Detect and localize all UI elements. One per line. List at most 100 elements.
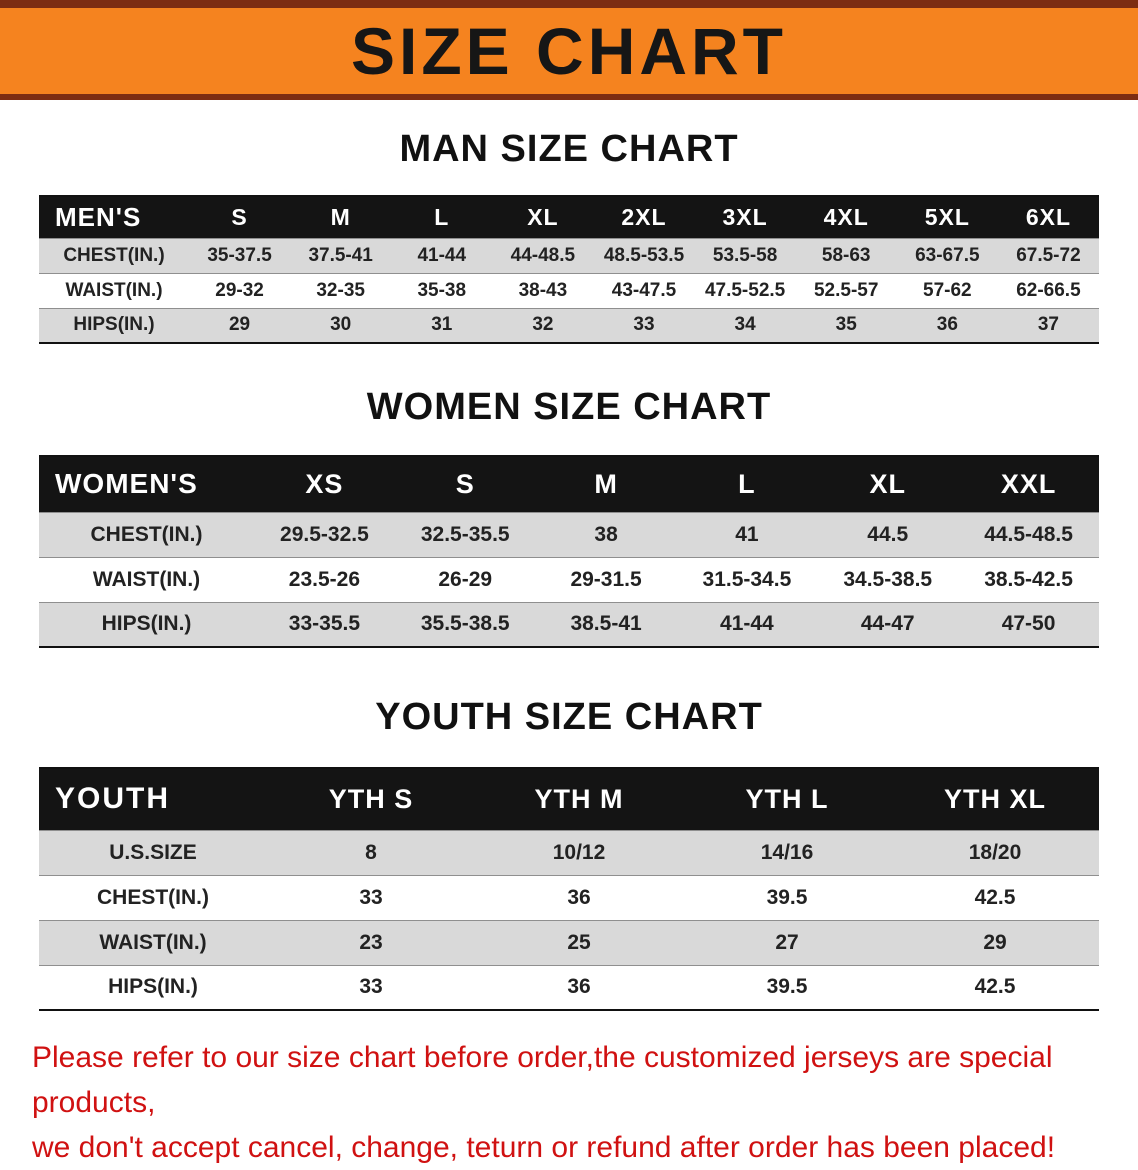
men-size-table: MEN'S S M L XL 2XL 3XL 4XL 5XL 6XL CHEST(IN.) 35-3…: [39, 195, 1099, 344]
table-row: CHEST(IN.) 35-37.5 37.5-41 41-44 44-48.5 48.5…: [39, 238, 1099, 273]
row-label: WAIST(IN.): [65, 279, 163, 301]
cell-value: 58-63: [821, 244, 871, 266]
cell-value: 25: [567, 930, 591, 954]
women-table-body: CHEST(IN.) 29.5-32.5 32.5-35.5 38 41 44.5 44.5…: [39, 512, 1099, 647]
cell-value: 32.5-35.5: [420, 522, 510, 546]
row-label: WAIST(IN.): [99, 930, 207, 954]
disclaimer-note: Please refer to our size chart before or…: [32, 1035, 1122, 1170]
table-row: CHEST(IN.) 29.5-32.5 32.5-35.5 38 41 44.5 44.5…: [39, 512, 1099, 557]
row-label: WAIST(IN.): [92, 567, 201, 591]
cell-value: 18/20: [968, 840, 1022, 864]
cell-value: 29: [228, 314, 251, 336]
cell-value: 30: [330, 314, 352, 336]
row-label: CHEST(IN.): [90, 522, 203, 546]
cell-value: 38.5-42.5: [984, 567, 1073, 591]
cell-value: 37: [1037, 314, 1059, 336]
column-header: YTH M: [475, 768, 683, 830]
cell-value: 36: [567, 885, 591, 909]
cell-value: 29-31.5: [570, 567, 642, 591]
cell-value: 48.5-53.5: [603, 244, 685, 266]
cell-value: 34: [734, 314, 756, 336]
cell-value: 57-62: [923, 279, 972, 301]
cell-value: 31.5-34.5: [702, 567, 792, 591]
banner-title: SIZE CHART: [351, 14, 787, 88]
column-header: YTH L: [683, 768, 891, 830]
table-corner-label: YOUTH: [39, 768, 267, 830]
cell-value: 8: [365, 840, 377, 864]
youth-header-row: YOUTH YTH S YTH M YTH L YTH XL: [39, 768, 1099, 830]
cell-value: 36: [936, 314, 958, 336]
cell-value: 44-47: [860, 612, 915, 636]
cell-value: 27: [775, 930, 799, 954]
column-header: 5XL: [896, 196, 998, 238]
cell-value: 62-66.5: [1016, 279, 1081, 301]
cell-value: 44.5: [867, 522, 909, 546]
cell-value: 35-37.5: [207, 244, 272, 266]
cell-value: 43-47.5: [611, 279, 677, 301]
cell-value: 29: [983, 930, 1007, 954]
cell-value: 29-32: [215, 279, 264, 301]
cell-value: 35.5-38.5: [420, 612, 510, 636]
women-size-section: WOMEN SIZE CHART WOMEN'S XS S M L XL XXL CHEST…: [0, 386, 1138, 648]
column-header: M: [290, 196, 392, 238]
cell-value: 38: [594, 522, 618, 546]
column-header: L: [391, 196, 493, 238]
cell-value: 39.5: [766, 975, 808, 999]
column-header: YTH S: [267, 768, 475, 830]
youth-section-title: YOUTH SIZE CHART: [375, 696, 763, 738]
column-header: XXL: [958, 456, 1099, 512]
women-size-table: WOMEN'S XS S M L XL XXL CHEST(IN.) 29.5-32.5 32.…: [39, 455, 1099, 648]
table-row: HIPS(IN.) 33-35.5 35.5-38.5 38.5-41 41-44 44-…: [39, 602, 1099, 647]
column-header: XL: [817, 456, 959, 512]
row-label: HIPS(IN.): [108, 975, 198, 999]
cell-value: 34.5-38.5: [843, 567, 933, 591]
column-header: XL: [492, 196, 594, 238]
cell-value: 44.5-48.5: [984, 522, 1073, 546]
men-size-section: MAN SIZE CHART MEN'S S M L XL 2XL 3XL 4XL 5XL 6XL…: [0, 128, 1138, 344]
table-row: HIPS(IN.) 33 36 39.5 42.5: [39, 965, 1099, 1010]
column-header: YTH XL: [891, 768, 1099, 830]
row-label: HIPS(IN.): [73, 314, 155, 336]
cell-value: 14/16: [760, 840, 814, 864]
men-table-body: CHEST(IN.) 35-37.5 37.5-41 41-44 44-48.5 48.5…: [39, 238, 1099, 343]
cell-value: 52.5-57: [813, 279, 879, 301]
cell-value: 26-29: [438, 567, 493, 591]
table-corner-label: MEN'S: [39, 196, 189, 238]
disclaimer-line-1: Please refer to our size chart before or…: [32, 1041, 1053, 1119]
table-row: CHEST(IN.) 33 36 39.5 42.5: [39, 875, 1099, 920]
cell-value: 35: [835, 314, 857, 336]
table-row: WAIST(IN.) 29-32 32-35 35-38 38-43 43-47.5 47.…: [39, 273, 1099, 308]
cell-value: 35-38: [417, 279, 467, 301]
row-label: CHEST(IN.): [97, 885, 209, 909]
cell-value: 41-44: [720, 612, 774, 636]
youth-table-body: U.S.SIZE 8 10/12 14/16 18/20 CHEST(IN.) 33 36 39…: [39, 830, 1099, 1010]
column-header: 2XL: [593, 196, 695, 238]
cell-value: 39.5: [766, 885, 808, 909]
cell-value: 53.5-58: [712, 244, 778, 266]
cell-value: 10/12: [552, 840, 606, 864]
column-header: S: [189, 196, 291, 238]
cell-value: 23: [359, 930, 383, 954]
row-label: HIPS(IN.): [101, 612, 192, 636]
youth-size-section: YOUTH SIZE CHART YOUTH YTH S YTH M YTH L YTH…: [0, 696, 1138, 1011]
cell-value: 41: [735, 522, 759, 546]
column-header: 6XL: [997, 196, 1099, 238]
cell-value: 38.5-41: [570, 612, 642, 636]
row-label: CHEST(IN.): [63, 244, 165, 266]
table-row: U.S.SIZE 8 10/12 14/16 18/20: [39, 830, 1099, 875]
cell-value: 36: [567, 975, 591, 999]
cell-value: 42.5: [974, 975, 1016, 999]
table-corner-label: WOMEN'S: [39, 456, 254, 512]
men-section-title: MAN SIZE CHART: [399, 128, 739, 170]
cell-value: 38-43: [518, 279, 568, 301]
women-section-title: WOMEN SIZE CHART: [366, 386, 772, 428]
column-header: M: [535, 456, 677, 512]
table-row: HIPS(IN.) 29 30 31 32 33 34 35 36 37: [39, 308, 1099, 343]
cell-value: 33: [359, 885, 383, 909]
table-row: WAIST(IN.) 23.5-26 26-29 29-31.5 31.5-34.5 34…: [39, 557, 1099, 602]
banner: SIZE CHART: [0, 0, 1138, 100]
women-header-row: WOMEN'S XS S M L XL XXL: [39, 456, 1099, 512]
cell-value: 32: [532, 314, 554, 336]
table-row: WAIST(IN.) 23 25 27 29: [39, 920, 1099, 965]
